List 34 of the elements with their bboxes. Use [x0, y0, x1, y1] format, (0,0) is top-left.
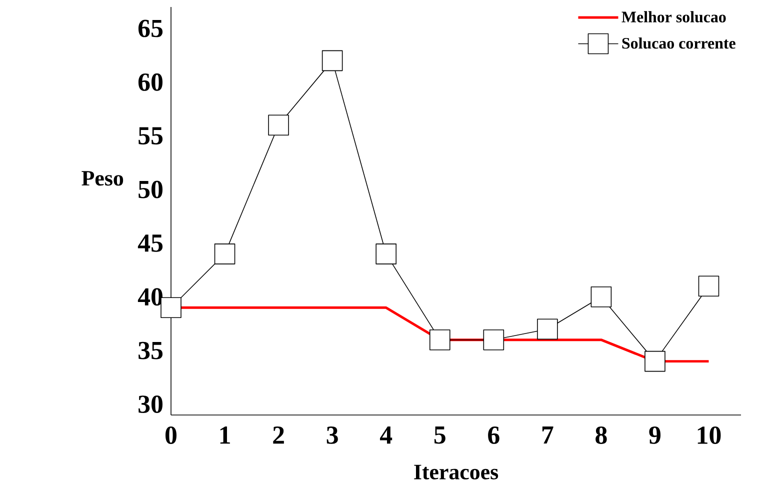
point	[160, 297, 182, 318]
x-tick-label: 1	[220, 426, 230, 444]
point	[322, 50, 343, 72]
y-tick-label: 45	[138, 234, 163, 252]
legend-label: Melhor solucao	[622, 11, 726, 22]
y-tick-label: 35	[138, 342, 163, 360]
x-tick-label: 5	[434, 426, 446, 444]
y-tick-label: 50	[138, 180, 162, 198]
x-axis-title: Iteracoes	[414, 464, 498, 480]
x-tick-label: 8	[596, 426, 607, 444]
y-tick-label: 30	[138, 396, 162, 413]
x-tick-label: 2	[273, 426, 284, 444]
point	[537, 318, 558, 340]
y-tick-label: 60	[138, 73, 162, 91]
y-tick-label: 55	[138, 127, 163, 144]
point	[644, 350, 666, 372]
x-tick-label: 9	[649, 426, 661, 444]
x-tick-label: 6	[488, 426, 500, 444]
point	[376, 244, 396, 264]
point	[268, 114, 289, 136]
point	[698, 276, 720, 297]
legend-label: Solucao corrente	[622, 37, 736, 49]
x-tick-label: 4	[380, 426, 392, 444]
y-tick-label: 40	[138, 288, 162, 306]
point	[214, 244, 236, 264]
y-axis-title: Peso	[82, 171, 124, 186]
x-tick-label: 10	[698, 426, 721, 444]
x-tick-label: 0	[166, 426, 176, 444]
point	[590, 286, 612, 308]
x-tick-label: 7	[542, 426, 554, 444]
point	[483, 329, 504, 350]
x-tick-label: 3	[326, 426, 338, 444]
y-tick-label: 65	[138, 20, 163, 38]
point	[429, 329, 450, 350]
